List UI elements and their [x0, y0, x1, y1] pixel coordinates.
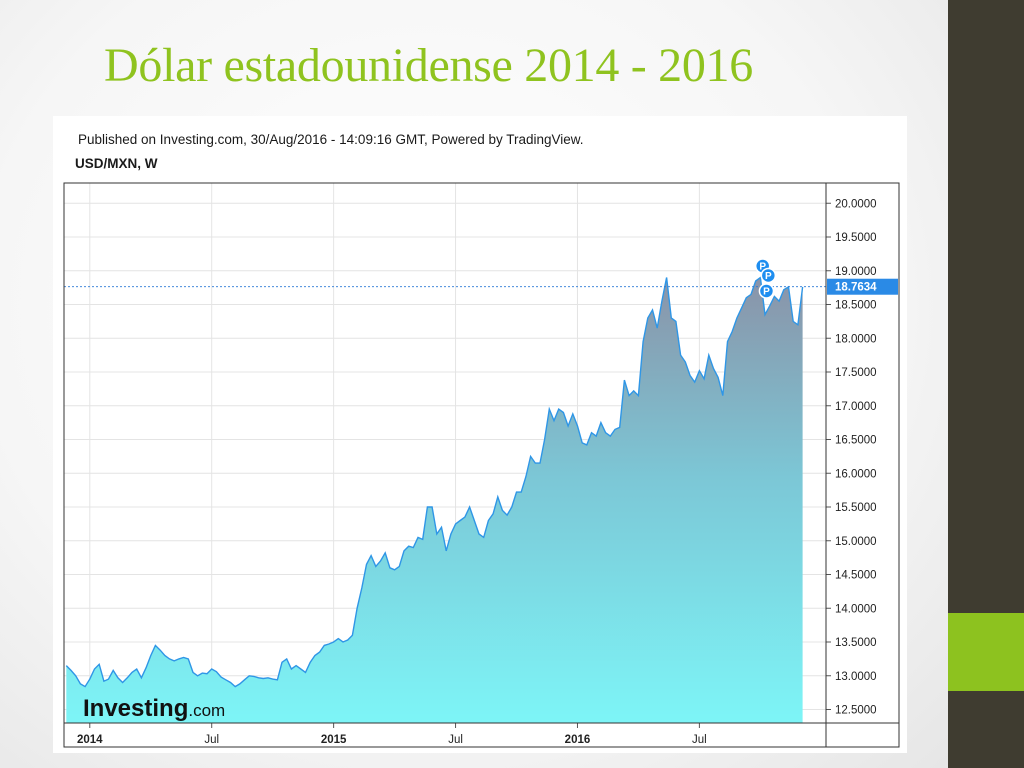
- current-price-value: 18.7634: [835, 282, 877, 294]
- current-price-layer: 18.7634: [64, 278, 898, 295]
- logo-text: Investing.com: [83, 695, 225, 722]
- y-tick-label: 20.0000: [835, 198, 877, 210]
- marker-circle: [758, 283, 775, 299]
- published-label: Published on Investing.com, 30/Aug/2016 …: [78, 132, 584, 147]
- symbol-label: USD/MXN, W: [75, 156, 158, 171]
- y-tick-label: 19.5000: [835, 232, 877, 244]
- y-tick-label: 14.0000: [835, 603, 877, 615]
- usd-mxn-area-chart: Published on Investing.com, 30/Aug/2016 …: [63, 132, 900, 748]
- y-tick-label: 18.5000: [835, 300, 877, 312]
- chart-frame: [63, 182, 900, 748]
- x-tick-label: 2014: [77, 734, 103, 746]
- investing-logo: Investing.com: [83, 695, 225, 722]
- marker-p: P: [760, 267, 777, 284]
- x-tick-label: 2016: [565, 734, 591, 746]
- marker-label: P: [765, 271, 772, 282]
- chart-panel: Published on Investing.com, 30/Aug/2016 …: [53, 116, 907, 753]
- y-tick-label: 15.5000: [835, 502, 877, 514]
- y-tick-label: 16.0000: [835, 468, 877, 480]
- marker-circle: [760, 267, 777, 284]
- marker-label: P: [763, 287, 770, 298]
- price-line: [65, 276, 804, 688]
- price-area: [66, 277, 803, 723]
- area-layer: [65, 276, 804, 723]
- marker-layer: PPP: [754, 258, 777, 299]
- slide-title: Dólar estadounidense 2014 - 2016: [104, 39, 753, 92]
- y-tick-label: 12.5000: [835, 705, 877, 717]
- chart-axes: 20.0000 19.5000 19.0000 18.5000 18.0000 17.50…: [63, 182, 900, 748]
- x-tick-label: Jul: [204, 734, 219, 746]
- y-tick-label: 13.5000: [835, 637, 877, 649]
- current-price-tag: [827, 278, 898, 295]
- marker-p: P: [758, 283, 775, 299]
- y-tick-label: 19.0000: [835, 266, 877, 278]
- y-tick-label: 16.5000: [835, 435, 877, 447]
- y-tick-label: 14.5000: [835, 570, 877, 582]
- x-tick-label: Jul: [448, 734, 463, 746]
- y-tick-label: 17.0000: [835, 401, 877, 413]
- x-tick-label: 2015: [321, 734, 347, 746]
- marker-label: P: [759, 262, 766, 273]
- y-tick-label: 15.0000: [835, 536, 877, 548]
- y-tick-label: 18.0000: [835, 333, 877, 345]
- y-tick-label: 13.0000: [835, 671, 877, 683]
- x-tick-label: Jul: [692, 734, 707, 746]
- y-tick-label: 17.5000: [835, 367, 877, 379]
- decorative-accent-block: [948, 613, 1024, 691]
